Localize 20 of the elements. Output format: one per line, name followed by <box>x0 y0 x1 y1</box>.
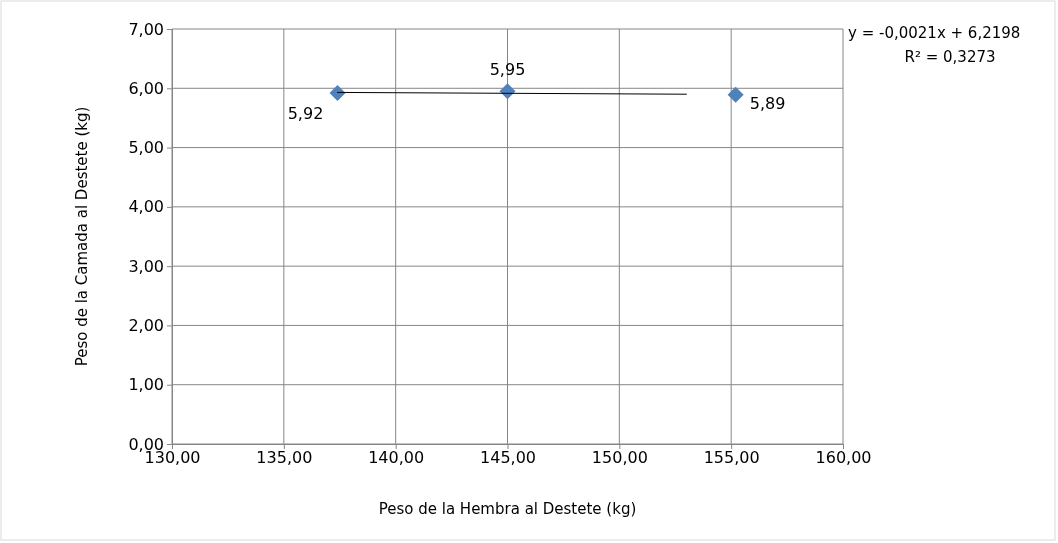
y-tick-label: 7,00 <box>128 19 164 39</box>
y-tick-label: 1,00 <box>128 375 164 395</box>
y-tick-label: 2,00 <box>128 316 164 336</box>
x-tick-label: 150,00 <box>591 448 648 468</box>
x-tick-label: 155,00 <box>703 448 760 468</box>
y-tick-label: 3,00 <box>128 256 164 276</box>
text: y = -0,0021x + 6,2198 <box>848 24 1021 42</box>
data-label: 5,89 <box>749 93 786 113</box>
text: R² = 0,3273 <box>904 48 996 66</box>
y-tick-label: 5,00 <box>128 138 164 158</box>
data-label: 5,92 <box>287 104 324 124</box>
x-tick-label: 140,00 <box>368 448 425 468</box>
data-label: 5,95 <box>489 60 526 80</box>
y-tick-label: 6,00 <box>128 78 164 98</box>
x-axis-title: Peso de la Hembra al Destete (kg) <box>378 500 637 518</box>
x-tick-label: 145,00 <box>480 448 536 468</box>
x-tick-label: 135,00 <box>256 448 313 468</box>
y-tick-label: 4,00 <box>128 197 164 217</box>
x-tick-label: 160,00 <box>815 448 872 468</box>
y-axis-title: Peso de la Camada al Destete (kg) <box>73 106 91 367</box>
